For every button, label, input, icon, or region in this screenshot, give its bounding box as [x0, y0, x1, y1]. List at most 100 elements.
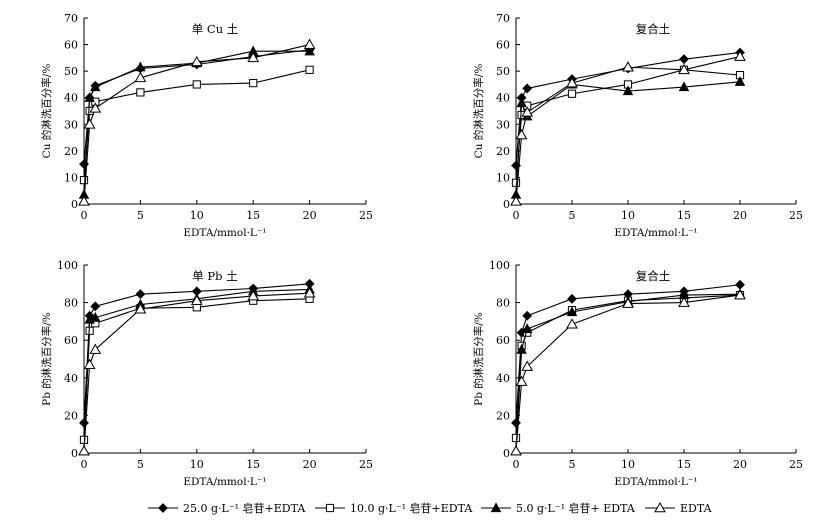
data-point	[79, 175, 89, 185]
data-point	[305, 65, 314, 74]
y-tick-label: 70	[64, 12, 78, 25]
data-point	[566, 77, 578, 88]
data-point	[734, 289, 746, 300]
legend-item-1: 25.0 g·L⁻¹ 皂苷+EDTA	[148, 501, 306, 515]
data-point	[678, 63, 690, 75]
data-point	[622, 61, 634, 72]
legend-label: 10.0 g·L⁻¹ 皂苷+EDTA	[350, 501, 473, 515]
data-point	[735, 279, 745, 290]
data-point	[511, 433, 521, 443]
data-point	[521, 360, 534, 371]
y-tick-label: 0	[503, 447, 510, 460]
y-tick-label: 20	[64, 145, 78, 158]
data-point	[516, 97, 527, 108]
y-tick-label: 20	[496, 145, 510, 158]
y-axis-title: Cu 的淋洗百分率/%	[472, 64, 485, 159]
data-point	[622, 85, 634, 96]
data-point	[83, 118, 96, 129]
y-tick-label: 20	[496, 409, 510, 422]
legend-marker	[325, 503, 335, 513]
series-4	[510, 50, 746, 206]
data-point	[566, 306, 578, 317]
data-point	[249, 79, 258, 88]
x-axis-title: EDTA/mmol·L⁻¹	[183, 227, 266, 239]
x-tick-label: 0	[81, 458, 88, 471]
data-point	[734, 76, 746, 86]
legend: 25.0 g·L⁻¹ 皂苷+EDTA 10.0 g·L⁻¹ 皂苷+EDTA 5.0 …	[148, 501, 713, 515]
data-point	[522, 310, 533, 321]
y-tick-label: 20	[64, 409, 78, 422]
x-tick-label: 15	[677, 209, 691, 222]
data-point	[679, 54, 689, 65]
legend-item-4: EDTA	[645, 501, 713, 515]
legend-label: 5.0 g·L⁻¹ 皂苷+ EDTA	[516, 501, 636, 515]
data-point	[567, 89, 577, 98]
series-3	[510, 288, 746, 456]
x-tick-label: 20	[303, 458, 317, 471]
x-tick-label: 20	[733, 458, 747, 471]
data-point	[515, 128, 528, 140]
x-tick-label: 25	[789, 209, 803, 222]
series-line	[83, 298, 310, 440]
legend-item-2: 10.0 g·L⁻¹ 皂苷+EDTA	[315, 501, 473, 515]
series-2	[79, 294, 314, 444]
y-tick-label: 100	[489, 259, 510, 272]
legend-marker	[654, 501, 666, 513]
data-point	[84, 92, 95, 102]
data-point	[510, 445, 522, 456]
data-point	[192, 80, 201, 89]
series-line	[515, 293, 741, 452]
y-tick-label: 60	[496, 334, 510, 347]
panel-title: 单 Pb 土	[192, 269, 237, 283]
data-point	[135, 61, 146, 72]
y-axis-title: Pb 的淋洗百分率/%	[472, 312, 485, 406]
data-point	[678, 296, 690, 307]
y-tick-label: 10	[64, 171, 78, 184]
y-tick-label: 60	[64, 39, 78, 52]
x-tick-label: 5	[569, 209, 576, 222]
data-point	[734, 50, 746, 61]
x-tick-label: 0	[513, 458, 520, 471]
x-tick-label: 0	[81, 209, 88, 222]
data-point	[190, 55, 203, 67]
panel-title: 单 Cu 土	[192, 22, 239, 36]
y-tick-label: 40	[496, 372, 510, 385]
x-tick-label: 0	[513, 209, 520, 222]
y-tick-label: 100	[57, 259, 78, 272]
y-tick-label: 60	[64, 334, 78, 347]
series-line	[515, 294, 741, 438]
data-point	[247, 51, 260, 63]
data-point	[78, 445, 90, 456]
y-tick-label: 80	[64, 297, 78, 310]
data-point	[521, 106, 534, 117]
x-tick-label: 5	[569, 458, 576, 471]
x-tick-label: 15	[677, 458, 691, 471]
y-tick-label: 0	[71, 447, 78, 460]
x-tick-label: 20	[303, 209, 317, 222]
x-tick-label: 10	[621, 458, 635, 471]
data-point	[521, 323, 533, 334]
y-tick-label: 0	[71, 198, 78, 211]
y-tick-label: 40	[64, 92, 78, 105]
data-point	[567, 293, 577, 304]
data-point	[516, 343, 527, 354]
data-point	[83, 358, 96, 369]
x-tick-label: 15	[246, 209, 260, 222]
series-4	[510, 289, 746, 456]
x-tick-label: 25	[789, 458, 803, 471]
series-2	[79, 65, 314, 185]
y-tick-label: 30	[496, 118, 510, 131]
y-tick-label: 10	[496, 171, 510, 184]
y-tick-label: 50	[64, 65, 78, 78]
y-axis-title: Cu 的淋洗百分率/%	[40, 64, 53, 159]
legend-marker	[490, 502, 502, 513]
series-2	[511, 290, 745, 443]
data-point	[622, 297, 634, 308]
chart-panel-3: 0 20 40 60 80 100 0 5 10 15 20 25 单 Pb 土 EDTA/mmol·L⁻…	[40, 259, 373, 488]
series-line	[515, 55, 741, 202]
data-point	[247, 290, 260, 301]
chart-panel-2: 0 10 20 30 40 50 60 70 0 5 10 15 20 25 复合土 EDTA/mmol·L⁻…	[472, 12, 803, 239]
data-point	[135, 289, 146, 300]
panel-title: 复合土	[636, 269, 671, 283]
